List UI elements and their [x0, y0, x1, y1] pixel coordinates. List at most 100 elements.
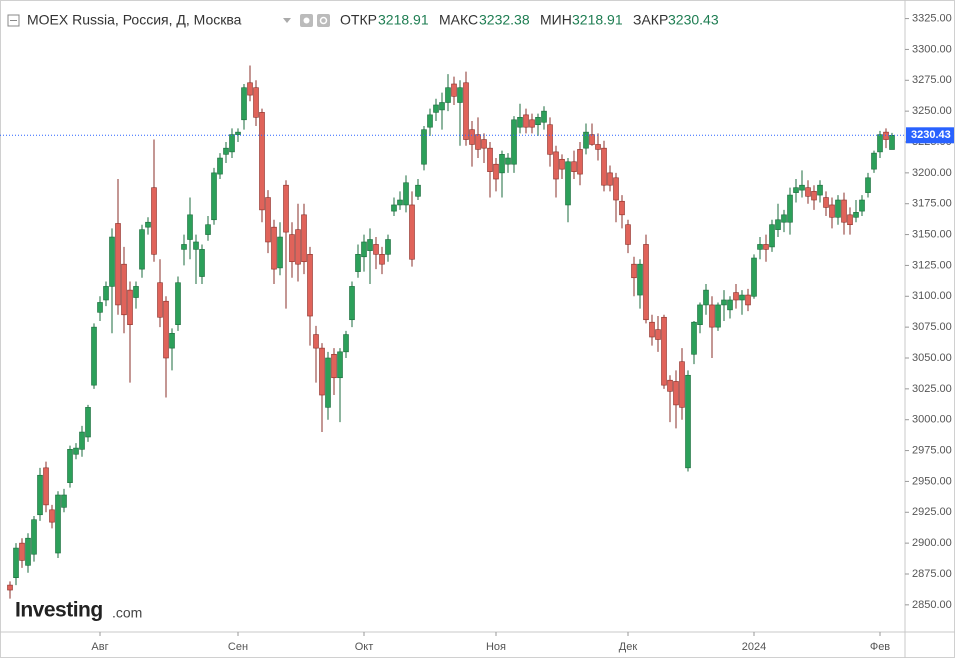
candle-body [163, 300, 169, 359]
candle-body [673, 381, 679, 406]
candle-body [139, 229, 145, 270]
candle-body [175, 282, 181, 325]
x-tick-label: Фев [870, 641, 890, 653]
candle-body [505, 157, 511, 165]
x-tick-label: Сен [228, 641, 248, 653]
candle-body [7, 584, 13, 591]
candle-body [853, 212, 859, 218]
candle-body [835, 199, 841, 218]
candle-body [283, 184, 289, 233]
candle-body [391, 204, 397, 212]
candle-body [637, 263, 643, 296]
candle-body [91, 326, 97, 386]
candle-body [751, 257, 757, 297]
candle-body [43, 467, 49, 506]
candle-body [601, 147, 607, 186]
candle-body [607, 172, 613, 186]
y-tick-label: 2950.00 [912, 475, 952, 487]
candle-body [565, 161, 571, 206]
candle-body [727, 299, 733, 311]
candle-body [331, 353, 337, 379]
candle-body [535, 117, 541, 126]
candle-body [763, 244, 769, 250]
gear-icon[interactable] [317, 14, 330, 27]
candle-body [433, 104, 439, 113]
candle-body [415, 184, 421, 197]
open-label: ОТКР [340, 12, 377, 28]
candle-body [49, 509, 55, 523]
logo-suffix: .com [112, 605, 142, 621]
collapse-icon[interactable] [7, 14, 20, 27]
candle-body [703, 289, 709, 306]
candle-body [13, 547, 19, 578]
candle-body [217, 157, 223, 175]
candle-body [451, 83, 457, 97]
candle-body [883, 131, 889, 140]
candle-body [829, 204, 835, 218]
candle-body [145, 221, 151, 228]
candle-body [811, 191, 817, 201]
candle-body [523, 114, 529, 128]
y-tick-label: 3125.00 [912, 259, 952, 271]
candle-body [739, 294, 745, 301]
settings-icon-dot [303, 17, 310, 24]
dropdown-arrow[interactable] [283, 18, 291, 23]
candle-body [817, 184, 823, 196]
candle-body [421, 129, 427, 165]
y-tick-label: 3325.00 [912, 12, 952, 24]
candle-body [199, 249, 205, 277]
candle-body [487, 147, 493, 172]
candle-body [679, 361, 685, 408]
x-tick-label: Ноя [486, 641, 506, 653]
candle-body [409, 204, 415, 260]
x-tick-label: 2024 [742, 641, 766, 653]
candle-body [247, 82, 253, 96]
candle-body [385, 239, 391, 255]
candle-body [103, 286, 109, 301]
candle-body [67, 449, 73, 483]
y-tick-label: 3200.00 [912, 167, 952, 179]
candle-body [841, 199, 847, 223]
candle-body [649, 321, 655, 338]
candle-body [379, 254, 385, 265]
candle-body [691, 321, 697, 355]
x-axis: Авг Сен Окт Ноя Дек 2024 Фев [91, 632, 890, 653]
candle-body [745, 294, 751, 306]
candle-body [493, 163, 499, 180]
candle-body [121, 263, 127, 316]
candle-body [541, 110, 547, 123]
candle-body [469, 129, 475, 145]
y-tick-label: 3075.00 [912, 321, 952, 333]
candle-body [61, 494, 67, 508]
candle-body [547, 124, 553, 155]
candle-body [397, 199, 403, 206]
candle-body [151, 187, 157, 255]
candle-body [595, 144, 601, 150]
candle-body [97, 302, 103, 313]
close-value: 3230.43 [668, 12, 719, 28]
candle-body [625, 224, 631, 245]
candle-body [37, 474, 43, 516]
candle-body [715, 304, 721, 328]
candle-body [865, 177, 871, 193]
candle-body [793, 187, 799, 193]
logo-name: Investing [15, 599, 103, 622]
candle-body [157, 282, 163, 318]
candle-body [361, 241, 367, 258]
candle-body [889, 134, 895, 150]
candle-body [127, 289, 133, 325]
y-axis: 2850.00 2875.00 2900.00 2925.00 2950.00 2975.… [905, 12, 952, 611]
candle-body [133, 286, 139, 298]
y-tick-label: 2875.00 [912, 568, 952, 580]
candle-body [799, 184, 805, 191]
candle-body [823, 197, 829, 208]
candle-body [241, 87, 247, 121]
high-value: 3232.38 [479, 12, 530, 28]
candle-body [271, 226, 277, 270]
candle-body [769, 224, 775, 248]
x-tick-label: Авг [91, 641, 108, 653]
candle-body [559, 158, 565, 170]
candle-body [109, 236, 115, 287]
